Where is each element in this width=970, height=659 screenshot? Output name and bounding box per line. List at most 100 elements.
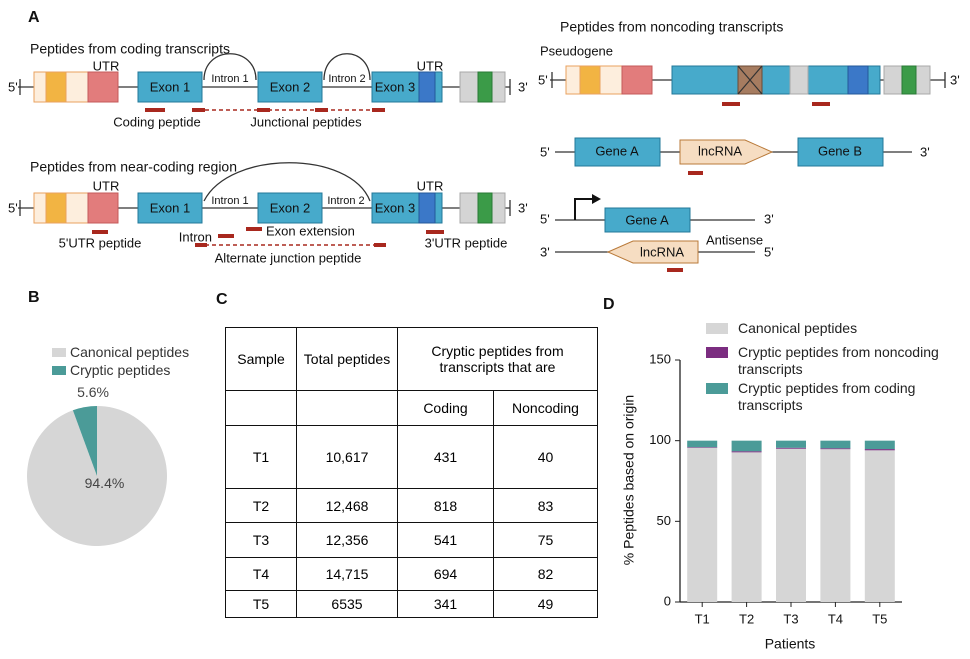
x-tick-label: T3 bbox=[783, 611, 798, 626]
panel-label: B bbox=[28, 289, 40, 306]
table-row: T2 12,468 818 83 bbox=[225, 488, 598, 523]
intron-label: Intron 2 bbox=[327, 195, 364, 207]
bar-segment bbox=[776, 440, 806, 448]
peptide-label: 5'UTR peptide bbox=[59, 235, 142, 250]
gene-label: Gene B bbox=[818, 143, 862, 158]
table-cell: 40 bbox=[493, 425, 598, 489]
table-cell: 431 bbox=[397, 425, 494, 489]
legend-label: Canonical peptides bbox=[738, 320, 858, 336]
pie-slice bbox=[72, 406, 97, 476]
end-label: 3' bbox=[920, 144, 930, 159]
legend-label: Cryptic peptides bbox=[70, 362, 171, 378]
y-tick-label: 150 bbox=[649, 351, 671, 366]
bar-segment bbox=[776, 447, 806, 449]
exon-label: Exon 2 bbox=[270, 79, 310, 94]
intron-arc bbox=[203, 53, 257, 81]
end-label: 5' bbox=[8, 79, 18, 94]
table-body: T1 10,617 431 40 T2 12,468 818 83 T3 12,356 541 75 T… bbox=[225, 425, 598, 618]
peptide-label: 3'UTR peptide bbox=[425, 235, 508, 250]
exon-label: Exon 3 bbox=[375, 79, 415, 94]
table-cell: 14,715 bbox=[296, 557, 398, 591]
bar-segment bbox=[864, 449, 895, 451]
x-tick-label: T2 bbox=[739, 611, 754, 626]
intron-arc bbox=[323, 53, 371, 81]
table-cell: T3 bbox=[225, 522, 297, 558]
legend-label: Canonical peptides bbox=[70, 344, 190, 360]
table-cell bbox=[296, 390, 398, 426]
bar-segment bbox=[731, 451, 762, 453]
x-tick-label: T5 bbox=[872, 611, 887, 626]
gene-label: Gene A bbox=[595, 143, 639, 158]
panel-label: D bbox=[603, 296, 615, 313]
table-cell: T1 bbox=[225, 425, 297, 489]
end-label: 3' bbox=[518, 200, 528, 215]
legend-swatch bbox=[706, 323, 728, 334]
table-cell: T2 bbox=[225, 488, 297, 523]
diagram-title: Peptides from coding transcripts bbox=[30, 41, 230, 57]
table-header: Sample bbox=[225, 327, 297, 391]
intron-label: Intron 2 bbox=[328, 73, 365, 85]
gene-label: lncRNA bbox=[640, 244, 684, 259]
antisense-label: Antisense bbox=[706, 232, 763, 247]
utr-label: UTR bbox=[417, 178, 444, 193]
table-cell bbox=[225, 390, 297, 426]
pseudogene bbox=[550, 65, 946, 106]
peptide-label: Exon extension bbox=[266, 223, 355, 238]
bar-segment bbox=[731, 440, 762, 452]
pie-slice bbox=[26, 406, 167, 547]
table-cell: 82 bbox=[493, 557, 598, 591]
table-row: T1 10,617 431 40 bbox=[225, 425, 598, 489]
table-row: T3 12,356 541 75 bbox=[225, 522, 598, 558]
legend-label: Cryptic peptides from coding transcripts bbox=[738, 380, 916, 413]
table-subheader: Noncoding bbox=[493, 390, 598, 426]
table-cell: 818 bbox=[397, 488, 494, 523]
peptide-table: Sample Total peptides Cryptic peptides fro… bbox=[225, 327, 598, 618]
bar-segment bbox=[820, 440, 851, 449]
panel-label: A bbox=[28, 9, 40, 26]
diagram-title: Peptides from noncoding transcripts bbox=[560, 19, 783, 35]
y-tick-label: 100 bbox=[649, 432, 671, 447]
panel-label: C bbox=[216, 291, 228, 308]
end-label: 5' bbox=[540, 211, 550, 226]
peptide-label: Junctional peptides bbox=[250, 114, 362, 129]
gene-structure bbox=[17, 71, 511, 103]
table-cell: 75 bbox=[493, 522, 598, 558]
legend-swatch bbox=[52, 348, 66, 357]
end-label: 3' bbox=[518, 79, 528, 94]
bar-segment bbox=[864, 450, 895, 602]
bar-segment bbox=[687, 440, 718, 448]
pie-value-label: 5.6% bbox=[77, 384, 109, 400]
y-tick-label: 0 bbox=[664, 593, 671, 608]
table-cell: 83 bbox=[493, 488, 598, 523]
end-label: 5' bbox=[8, 200, 18, 215]
exon-label: Exon 3 bbox=[375, 200, 415, 215]
table-cell: T5 bbox=[225, 590, 297, 618]
table-cell: 6535 bbox=[296, 590, 398, 618]
table-subheader: Coding bbox=[397, 390, 494, 426]
table-row: T5 6535 341 49 bbox=[225, 590, 598, 618]
intron-arc bbox=[203, 162, 371, 202]
end-label: 3' bbox=[764, 211, 774, 226]
bar-segment bbox=[687, 447, 718, 448]
gene-label: lncRNA bbox=[698, 143, 742, 158]
bar-segment bbox=[820, 448, 851, 450]
legend-label: Cryptic peptides from noncoding transcri… bbox=[738, 344, 939, 377]
table-header: Cryptic peptides from transcripts that a… bbox=[397, 327, 598, 391]
peptide-label: Alternate junction peptide bbox=[215, 250, 362, 265]
exon-label: Exon 2 bbox=[270, 200, 310, 215]
bar-segment bbox=[776, 448, 806, 602]
antisense-locus bbox=[555, 194, 755, 272]
table-cell: 341 bbox=[397, 590, 494, 618]
peptide-label: Coding peptide bbox=[113, 114, 200, 129]
end-label: 5' bbox=[764, 244, 774, 259]
intron-label: Intron 1 bbox=[211, 73, 248, 85]
table-header: Total peptides bbox=[296, 327, 398, 391]
x-tick-label: T4 bbox=[828, 611, 843, 626]
utr-label: UTR bbox=[93, 58, 120, 73]
x-tick-label: T1 bbox=[695, 611, 710, 626]
intron-label: Intron 1 bbox=[211, 195, 248, 207]
x-axis-label: Patients bbox=[765, 636, 816, 652]
lncrna-locus bbox=[555, 137, 912, 175]
exon-label: Exon 1 bbox=[150, 200, 190, 215]
